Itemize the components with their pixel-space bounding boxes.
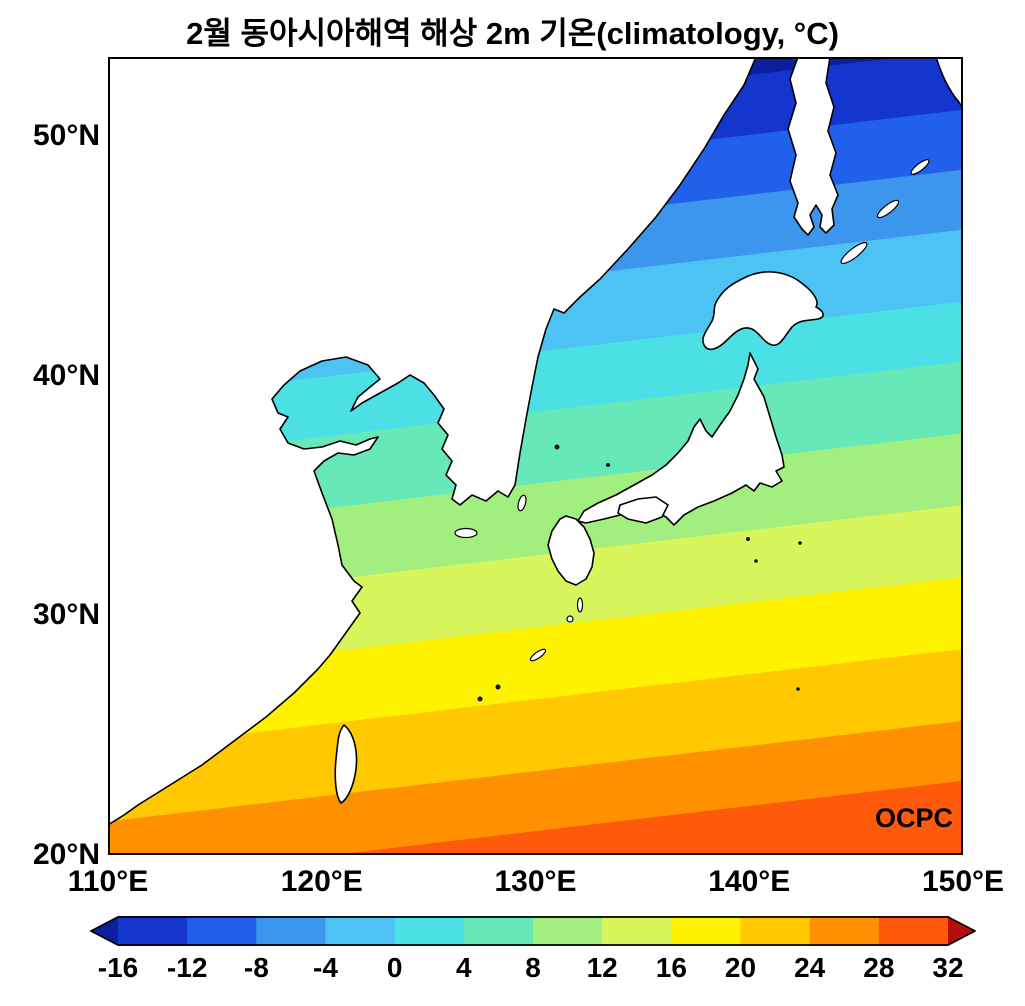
island-tanegashima xyxy=(576,597,584,613)
colorbar-tick-label: 32 xyxy=(932,952,964,983)
colorbar-tick-label: -16 xyxy=(97,952,139,983)
map-canvas: OCPC xyxy=(107,56,964,855)
island-shikoku xyxy=(617,496,669,524)
colorbar-tick-label: -4 xyxy=(313,952,338,983)
colorbar-band xyxy=(256,916,327,946)
island-taiwan xyxy=(334,724,358,804)
colorbar-outline xyxy=(90,916,976,946)
lat-tick-label: 50°N xyxy=(32,119,100,153)
lat-tick-label: 20°N xyxy=(32,838,100,871)
islands-ryukyu xyxy=(477,615,574,702)
colorbar-tick-row: -16 -12 -8 -4 0 4 8 12 16 20 24 28 32 xyxy=(90,946,976,996)
colorbar-band xyxy=(187,916,257,946)
colorbar-band xyxy=(809,916,880,946)
colorbar-over-arrow xyxy=(948,916,976,946)
ocpc-logo: OCPC xyxy=(875,803,953,833)
island-hokkaido xyxy=(702,271,824,351)
islands-izu xyxy=(746,537,750,541)
colorbar-tick-label: 0 xyxy=(386,952,403,983)
island-tsushima xyxy=(517,494,527,512)
colorbar-band xyxy=(325,916,396,946)
island-kyushu xyxy=(547,515,595,586)
colorbar-band xyxy=(671,916,742,946)
islands-small-dots xyxy=(554,444,802,691)
lon-tick-label: 130°E xyxy=(494,865,577,898)
island-ulleungdo xyxy=(554,444,560,450)
colorbar-band xyxy=(878,916,949,946)
colorbar-tick-label: 20 xyxy=(724,952,757,983)
lon-tick-label: 110°E xyxy=(67,865,149,898)
colorbar-tick-label: 12 xyxy=(586,952,618,983)
colorbar-band xyxy=(394,916,465,946)
colorbar-band xyxy=(118,916,188,946)
lon-tick-label: 150°E xyxy=(921,865,1005,898)
colorbar-tick-label: 4 xyxy=(456,952,472,983)
colorbar-band xyxy=(740,916,811,946)
colorbar-tick-label: -12 xyxy=(166,952,208,983)
colorbar-tick-label: -8 xyxy=(243,952,269,983)
lon-tick-label: 120°E xyxy=(280,865,363,898)
colorbar-band xyxy=(533,916,603,946)
colorbar-tick-label: 8 xyxy=(525,952,541,983)
chart-title: 2월 동아시아해역 해상 2m 기온(climatology, °C) xyxy=(186,16,839,51)
colorbar-band xyxy=(463,916,534,946)
islands-kuril xyxy=(840,159,930,265)
colorbar-under-arrow xyxy=(90,916,118,946)
colorbar xyxy=(90,916,976,946)
island-sakhalin xyxy=(787,56,839,236)
colorbar-tick-label: 28 xyxy=(863,952,895,983)
lat-tick-label: 40°N xyxy=(32,358,100,392)
lon-tick-label: 140°E xyxy=(708,865,791,898)
coastline-mainland-asia xyxy=(107,56,757,826)
colorbar-tick-label: 16 xyxy=(655,952,687,983)
lat-tick-label: 30°N xyxy=(32,598,100,632)
island-oki xyxy=(606,463,610,467)
island-jeju xyxy=(454,527,478,539)
colorbar-band xyxy=(602,916,672,946)
map-plot-area: OCPC xyxy=(107,56,964,855)
plot-area-border xyxy=(108,57,963,855)
island-ogasawara xyxy=(796,687,800,691)
colorbar-tick-label: 24 xyxy=(794,952,826,983)
